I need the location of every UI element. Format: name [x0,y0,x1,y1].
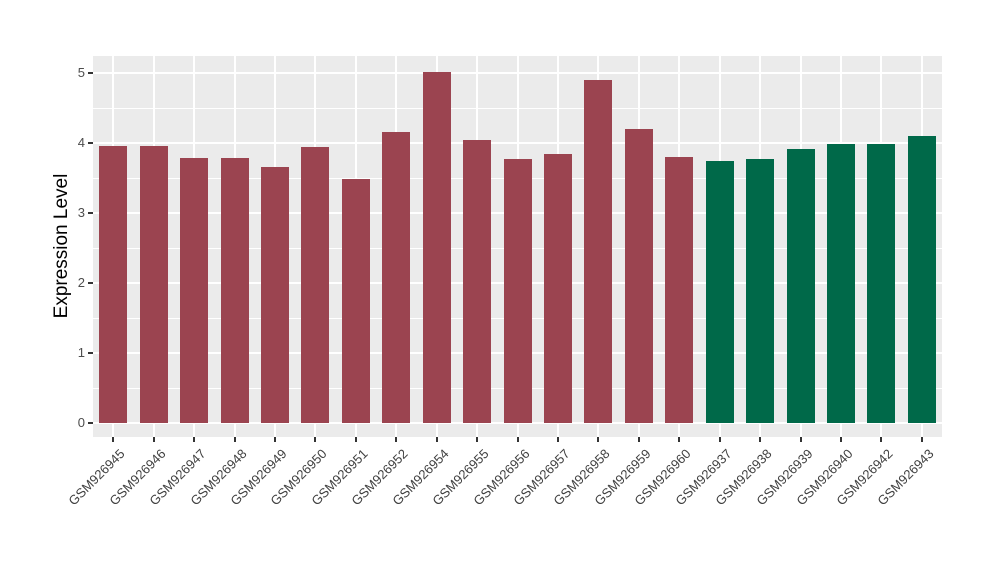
bar-GSM926949 [260,166,289,423]
bar-GSM926939 [786,148,815,423]
bar-GSM926960 [665,157,694,423]
x-tick-mark [193,437,196,442]
bar-GSM926942 [867,144,896,423]
y-tick-label: 3 [77,205,85,220]
y-axis-title: Expression Level [51,173,72,318]
bar-GSM926952 [382,131,411,423]
y-tick-mark [88,72,93,74]
x-tick-mark [152,437,155,442]
x-tick-mark [273,437,276,442]
bar-GSM926957 [543,154,572,423]
y-tick-label: 4 [77,135,85,150]
x-tick-mark [314,437,317,442]
x-tick-mark [435,437,438,442]
bar-GSM926940 [826,143,855,423]
bar-GSM926945 [99,145,128,423]
x-tick-mark [556,437,559,442]
x-tick-mark [112,437,115,442]
bar-GSM926947 [180,157,209,423]
bar-GSM926946 [139,145,168,423]
bar-GSM926958 [584,80,613,423]
bar-GSM926955 [463,140,492,423]
x-tick-mark [759,437,762,442]
bar-GSM926959 [624,129,653,423]
y-tick-mark [88,142,93,144]
x-tick-mark [395,437,398,442]
x-tick-mark [678,437,681,442]
y-tick-label: 1 [77,345,85,360]
y-tick-mark [88,352,93,354]
bar-GSM926948 [220,157,249,423]
x-tick-mark [799,437,802,442]
bar-GSM926954 [422,71,451,423]
x-tick-mark [839,437,842,442]
x-tick-mark [516,437,519,442]
bar-GSM926950 [301,147,330,423]
y-tick-label: 0 [77,415,85,430]
x-tick-mark [233,437,236,442]
x-tick-mark [880,437,883,442]
y-tick-label: 2 [77,275,85,290]
y-tick-mark [88,422,93,424]
x-tick-mark [476,437,479,442]
bar-GSM926956 [503,159,532,423]
x-tick-mark [637,437,640,442]
y-tick-mark [88,282,93,284]
x-tick-mark [718,437,721,442]
x-tick-mark [597,437,600,442]
bar-GSM926937 [705,160,734,423]
bar-GSM926943 [907,136,936,423]
y-tick-mark [88,212,93,214]
bar-GSM926951 [341,179,370,423]
x-tick-mark [920,437,923,442]
bar-GSM926938 [746,159,775,423]
y-tick-label: 5 [77,65,85,80]
x-tick-mark [354,437,357,442]
